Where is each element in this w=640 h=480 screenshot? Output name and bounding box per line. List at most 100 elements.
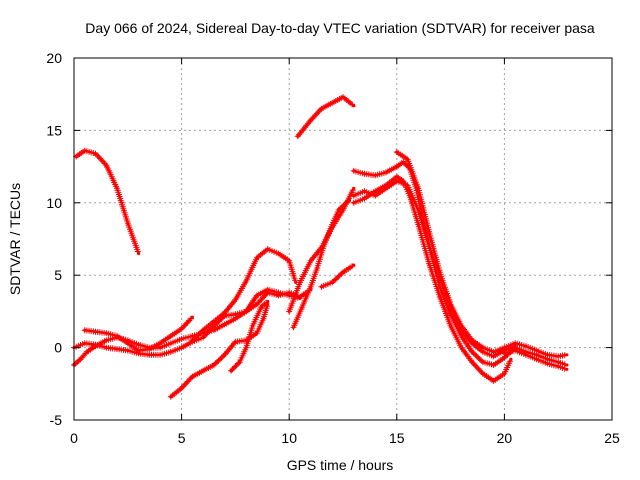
data-point bbox=[545, 353, 550, 357]
data-point bbox=[395, 175, 399, 179]
x-axis-label: GPS time / hours bbox=[287, 457, 394, 473]
data-point bbox=[362, 196, 367, 201]
data-point bbox=[298, 280, 302, 284]
data-point bbox=[502, 346, 506, 350]
data-point bbox=[427, 230, 431, 234]
data-point bbox=[259, 305, 263, 309]
data-point bbox=[296, 134, 300, 138]
series-track-1 bbox=[73, 147, 141, 256]
y-tick-label: 15 bbox=[46, 122, 62, 138]
data-point bbox=[492, 354, 496, 358]
data-point bbox=[180, 346, 184, 350]
data-point bbox=[545, 361, 550, 366]
data-point bbox=[565, 353, 569, 357]
data-point bbox=[470, 360, 474, 364]
data-point bbox=[104, 346, 108, 350]
data-point bbox=[352, 104, 356, 108]
data-series bbox=[71, 94, 569, 400]
data-point bbox=[535, 357, 539, 361]
data-point bbox=[309, 285, 313, 289]
data-point bbox=[481, 350, 485, 354]
x-tick-labels: 0 5 10 15 20 25 bbox=[70, 430, 620, 446]
data-point bbox=[137, 351, 141, 355]
data-point bbox=[158, 346, 162, 350]
data-point bbox=[244, 346, 248, 350]
data-point bbox=[85, 350, 89, 354]
data-point bbox=[291, 325, 296, 329]
data-point bbox=[373, 194, 377, 198]
data-point bbox=[373, 189, 377, 193]
data-point bbox=[104, 338, 108, 342]
data-point bbox=[180, 386, 184, 390]
data-point bbox=[251, 324, 255, 328]
data-point bbox=[384, 186, 388, 190]
data-point bbox=[78, 357, 83, 361]
data-point bbox=[449, 324, 453, 328]
data-point bbox=[352, 263, 356, 267]
data-point bbox=[556, 360, 560, 364]
data-point bbox=[309, 118, 313, 122]
data-point bbox=[470, 338, 474, 342]
plus-markers bbox=[73, 147, 141, 255]
data-point bbox=[115, 334, 119, 338]
data-point bbox=[330, 101, 334, 105]
chart-title: Day 066 of 2024, Sidereal Day-to-day VTE… bbox=[85, 20, 595, 36]
data-point bbox=[492, 379, 496, 383]
data-point bbox=[137, 343, 141, 347]
data-point bbox=[416, 208, 420, 212]
data-point bbox=[83, 328, 87, 332]
data-point bbox=[298, 296, 302, 300]
data-point bbox=[481, 346, 485, 350]
data-point bbox=[169, 350, 173, 354]
series-track-2 bbox=[294, 94, 356, 140]
data-point bbox=[169, 334, 173, 338]
data-point bbox=[470, 350, 474, 354]
data-point bbox=[190, 375, 194, 379]
data-point bbox=[180, 337, 184, 341]
data-point bbox=[229, 369, 233, 373]
y-tick-label: -5 bbox=[50, 412, 63, 428]
plot-frame bbox=[73, 57, 613, 421]
data-point bbox=[233, 312, 237, 316]
data-point bbox=[492, 350, 496, 354]
data-point bbox=[190, 334, 194, 338]
data-point bbox=[158, 341, 162, 345]
data-point bbox=[287, 309, 291, 313]
data-point bbox=[373, 173, 377, 177]
data-point bbox=[341, 95, 345, 99]
data-point bbox=[233, 340, 237, 344]
data-point bbox=[104, 331, 108, 335]
y-tick-label: 5 bbox=[54, 267, 62, 283]
data-point bbox=[223, 311, 227, 315]
data-point bbox=[83, 341, 87, 345]
data-point bbox=[416, 186, 420, 190]
series-line bbox=[72, 288, 312, 367]
data-point bbox=[294, 280, 298, 284]
data-point bbox=[244, 279, 248, 283]
data-point bbox=[395, 150, 399, 154]
data-point bbox=[276, 291, 280, 295]
axis-ticks bbox=[73, 57, 613, 421]
plus-markers bbox=[393, 149, 568, 360]
data-point bbox=[481, 360, 485, 364]
data-point bbox=[556, 364, 560, 368]
data-point bbox=[233, 298, 237, 302]
data-point bbox=[190, 315, 194, 319]
data-point bbox=[93, 152, 98, 156]
x-tick-label: 20 bbox=[497, 430, 513, 446]
data-point bbox=[502, 356, 506, 360]
data-point bbox=[481, 372, 485, 376]
data-point bbox=[223, 353, 227, 357]
data-point bbox=[449, 302, 453, 306]
data-point bbox=[244, 309, 248, 313]
plus-markers bbox=[290, 198, 351, 331]
data-point bbox=[74, 154, 78, 159]
data-point bbox=[266, 288, 270, 292]
data-point bbox=[459, 346, 463, 350]
data-point bbox=[255, 302, 259, 306]
x-tick-label: 10 bbox=[281, 430, 297, 446]
x-tick-label: 5 bbox=[178, 430, 186, 446]
data-point bbox=[513, 348, 517, 353]
y-tick-label: 20 bbox=[46, 50, 62, 66]
data-point bbox=[319, 285, 324, 289]
